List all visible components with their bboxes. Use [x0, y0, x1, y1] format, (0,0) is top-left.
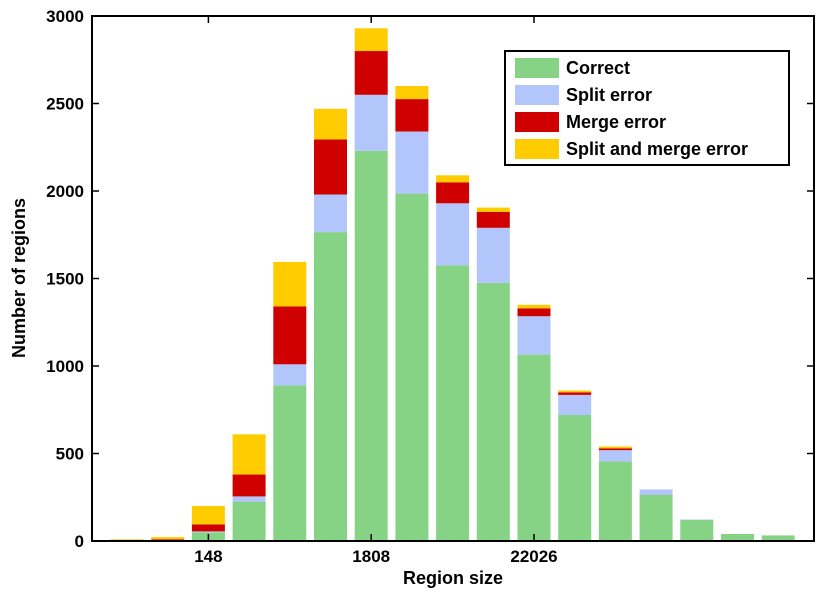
- bar-segment-1-bin-8: [395, 193, 429, 541]
- bar-segment-3-bin-2: [151, 539, 185, 541]
- bar-segment-2-bin-15: [680, 519, 714, 520]
- y-tick-label: 500: [56, 445, 84, 464]
- bar-segment-1-bin-12: [558, 415, 592, 541]
- bar-segment-4-bin-13: [598, 446, 632, 449]
- x-tick-label: 148: [194, 547, 222, 566]
- legend: Correct Split error Merge error Split and m…: [504, 50, 790, 166]
- bar-segment-4-bin-2: [151, 537, 185, 540]
- bar-segment-3-bin-11: [517, 308, 551, 317]
- bar-segment-2-bin-6: [314, 194, 347, 233]
- x-axis: 148 1808 22026: [194, 16, 558, 566]
- bar-segment-2-bin-13: [598, 450, 632, 462]
- bar-segment-3-bin-6: [314, 139, 347, 195]
- bar-segment-3-bin-8: [395, 99, 429, 132]
- bar-segment-3-bin-7: [354, 51, 388, 95]
- y-tick-label: 3000: [46, 7, 84, 26]
- y-axis-title: Number of regions: [9, 198, 29, 358]
- bar-segment-2-bin-5: [273, 364, 307, 386]
- bar-segment-3-bin-5: [273, 306, 307, 365]
- bar-segment-4-bin-4: [232, 434, 266, 475]
- bar-segment-2-bin-4: [232, 496, 266, 502]
- legend-swatch-3: [515, 112, 559, 132]
- bar-segment-3-bin-12: [558, 392, 592, 395]
- bar-segment-2-bin-9: [436, 203, 470, 266]
- bar-segment-1-bin-13: [598, 461, 632, 541]
- bar-segment-4-bin-11: [517, 304, 551, 309]
- bar-segment-3-bin-13: [598, 448, 632, 451]
- legend-swatch-1: [515, 58, 559, 78]
- bar-segment-1-bin-4: [232, 501, 266, 541]
- y-tick-label: 1500: [46, 270, 84, 289]
- bar-segment-2-bin-11: [517, 316, 551, 355]
- bars-group: [110, 28, 795, 542]
- bar-segment-2-bin-7: [354, 94, 388, 151]
- legend-label-1: Correct: [566, 58, 630, 78]
- x-axis-title: Region size: [403, 568, 503, 588]
- bar-segment-1-bin-9: [436, 265, 470, 541]
- bar-segment-1-bin-5: [273, 385, 307, 542]
- bar-segment-3-bin-9: [436, 182, 470, 204]
- bar-segment-2-bin-14: [639, 489, 673, 495]
- y-tick-label: 1000: [46, 357, 84, 376]
- x-tick-label: 1808: [352, 547, 390, 566]
- legend-swatch-4: [515, 139, 559, 159]
- y-tick-label: 2500: [46, 95, 84, 114]
- bar-segment-1-bin-6: [314, 232, 347, 541]
- bar-segment-1-bin-15: [680, 520, 714, 541]
- bar-segment-1-bin-11: [517, 354, 551, 541]
- bar-segment-3-bin-4: [232, 474, 266, 497]
- bar-segment-4-bin-12: [558, 390, 592, 393]
- legend-swatch-2: [515, 85, 559, 105]
- bar-segment-4-bin-6: [314, 108, 347, 140]
- bar-segment-1-bin-7: [354, 150, 388, 542]
- bar-segment-3-bin-10: [476, 212, 510, 228]
- bar-segment-4-bin-10: [476, 207, 510, 212]
- legend-label-3: Merge error: [566, 112, 666, 132]
- bar-segment-4-bin-3: [191, 506, 225, 525]
- y-tick-label: 0: [75, 532, 84, 551]
- bar-segment-2-bin-10: [476, 227, 510, 283]
- bar-segment-1-bin-10: [476, 282, 510, 541]
- bar-segment-4-bin-8: [395, 86, 429, 100]
- y-tick-label: 2000: [46, 182, 84, 201]
- bar-segment-4-bin-1: [110, 539, 144, 540]
- bar-segment-3-bin-3: [191, 524, 225, 532]
- bar-segment-1-bin-16: [721, 534, 754, 541]
- x-tick-label: 22026: [510, 547, 557, 566]
- legend-label-4: Split and merge error: [566, 139, 748, 159]
- bar-segment-1-bin-17: [761, 535, 795, 541]
- bar-segment-2-bin-12: [558, 394, 592, 415]
- y-axis: 0 500 1000 1500 2000 2500 3000: [46, 7, 814, 551]
- bar-segment-2-bin-3: [191, 531, 225, 533]
- bar-segment-4-bin-9: [436, 175, 470, 183]
- bar-segment-4-bin-7: [354, 28, 388, 52]
- bar-segment-2-bin-8: [395, 131, 429, 194]
- bar-segment-4-bin-5: [273, 261, 307, 307]
- legend-label-2: Split error: [566, 85, 652, 105]
- bar-segment-1-bin-14: [639, 494, 673, 541]
